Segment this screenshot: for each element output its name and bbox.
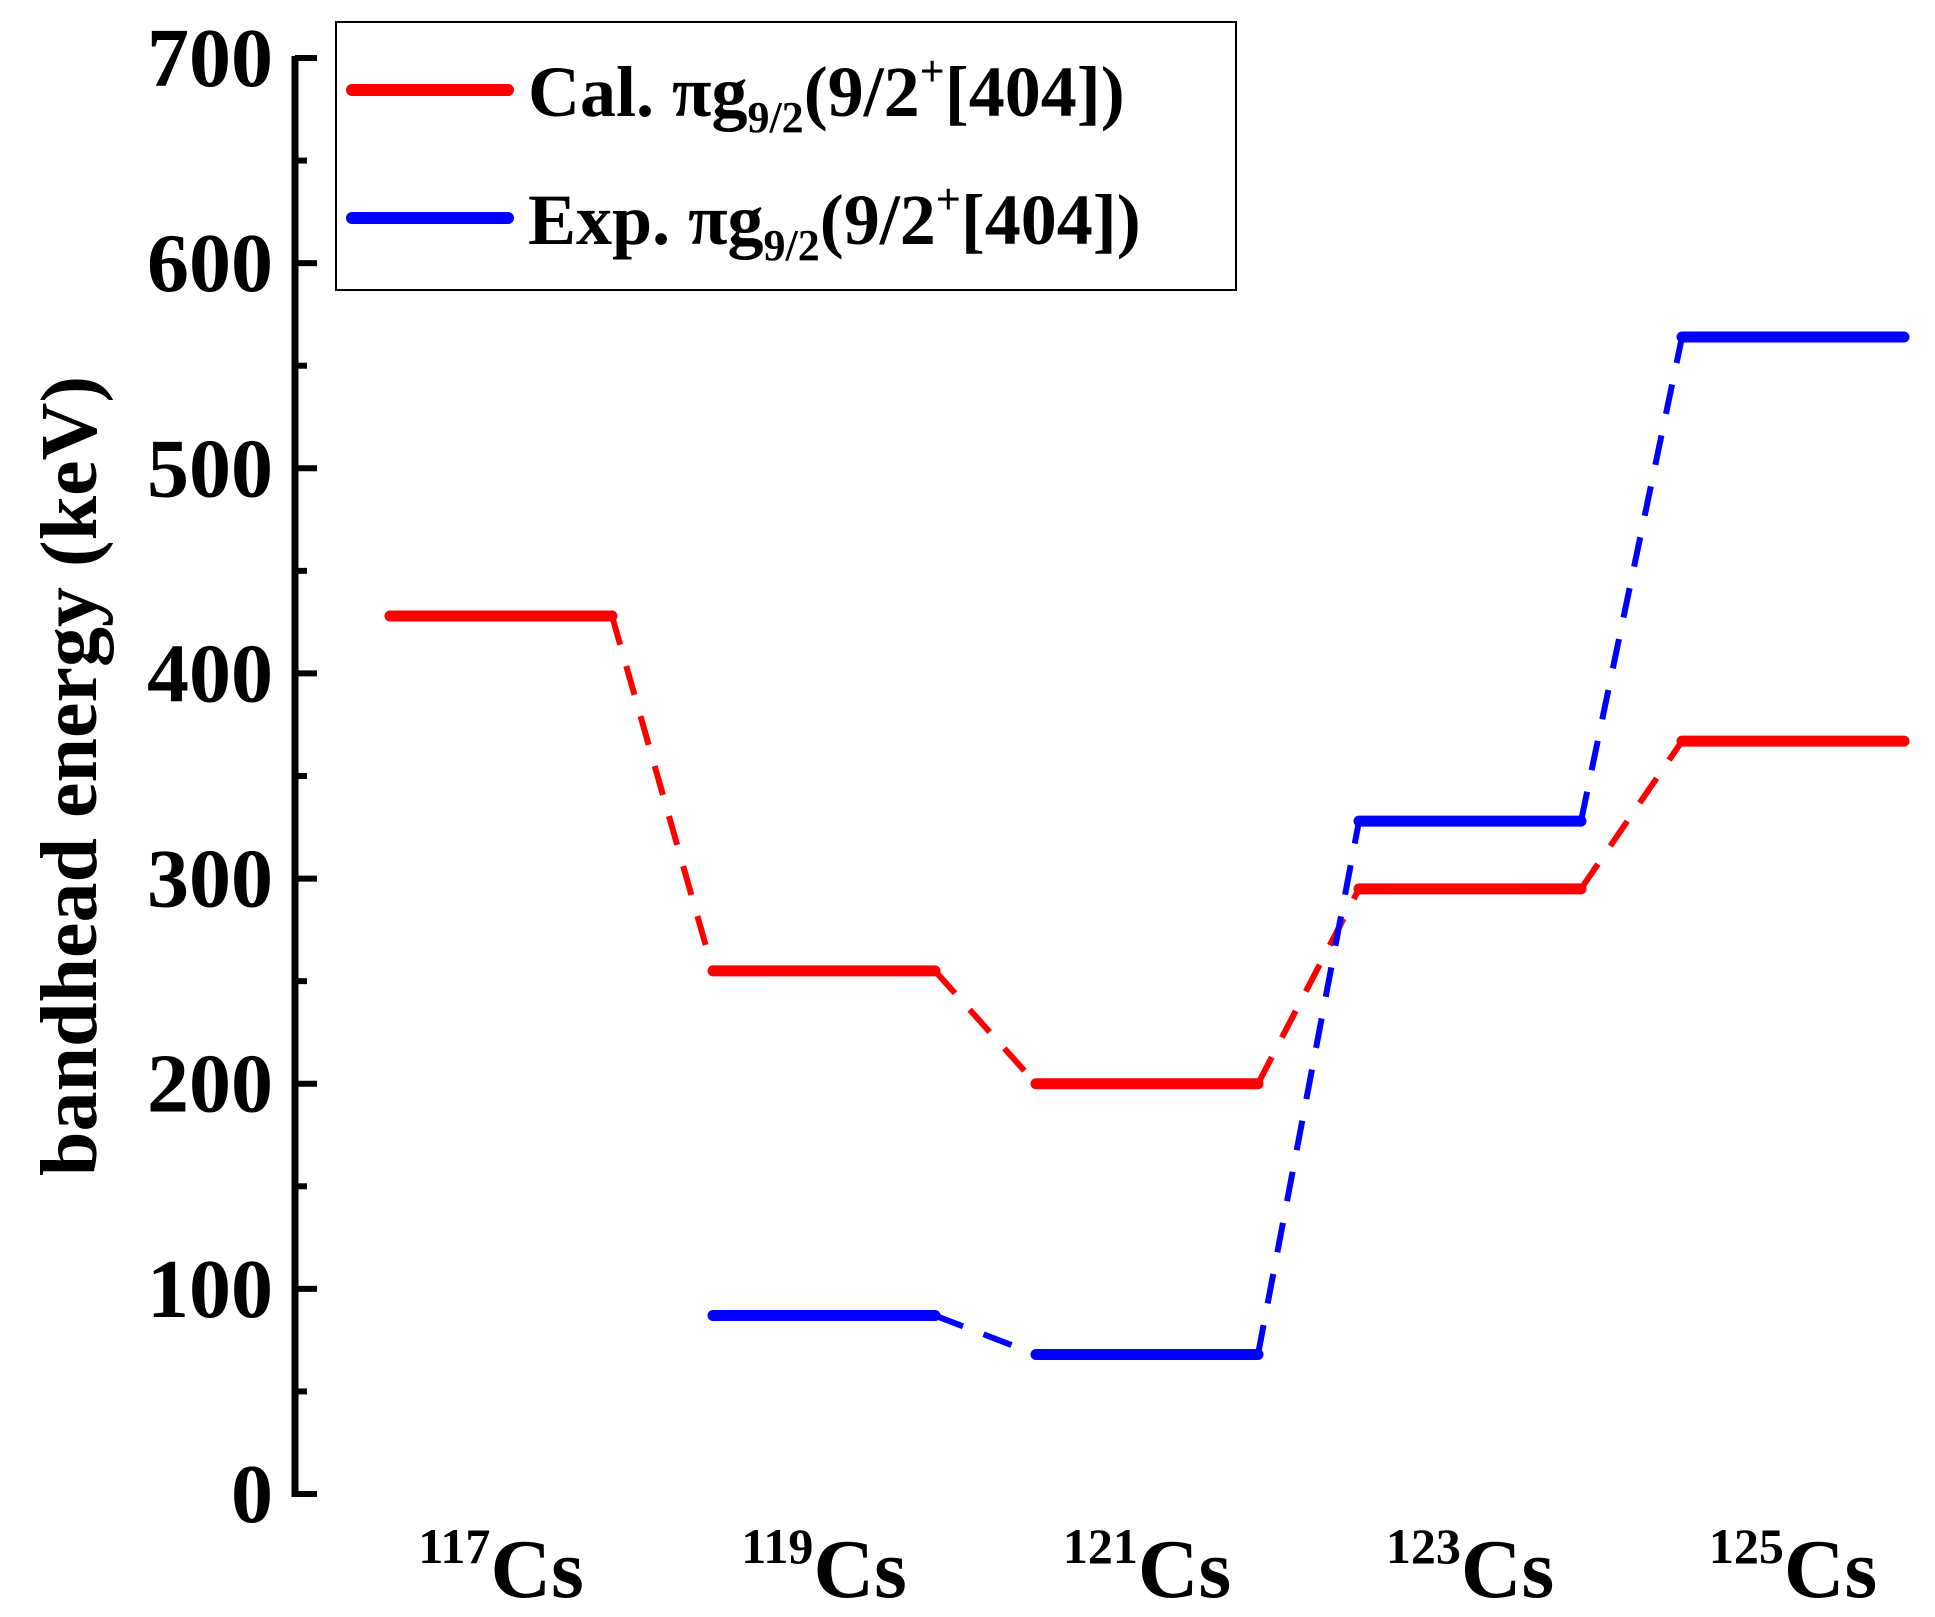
- connector-line: [1255, 887, 1362, 1086]
- x-category-label: 119Cs: [741, 1518, 907, 1616]
- x-category-label: 123Cs: [1386, 1518, 1554, 1616]
- mass-number: 119: [741, 1518, 813, 1574]
- element-symbol: Cs: [1461, 1523, 1554, 1616]
- y-tick-label: 700: [147, 12, 273, 105]
- mass-number: 123: [1386, 1518, 1461, 1574]
- x-category-label: 117Cs: [418, 1518, 584, 1616]
- legend-label-superscript: +: [936, 175, 961, 224]
- legend-label-prefix: Cal. πg: [528, 52, 747, 132]
- y-tick-label: 500: [147, 422, 273, 515]
- y-tick-label: 0: [231, 1448, 273, 1541]
- mass-number: 121: [1063, 1518, 1138, 1574]
- legend-label-prefix: Exp. πg: [528, 180, 764, 260]
- element-symbol: Cs: [490, 1523, 583, 1616]
- series-0: [384, 610, 1910, 1090]
- element-symbol: Cs: [813, 1523, 906, 1616]
- connector-line: [933, 1312, 1038, 1358]
- labels: bandhead energy (keV)117Cs 119Cs 121Cs 123C…: [26, 376, 1877, 1616]
- element-symbol: Cs: [1784, 1523, 1877, 1616]
- series-1: [707, 331, 1910, 1361]
- legend-box: [335, 21, 1237, 291]
- y-axis-title: bandhead energy (keV): [26, 376, 114, 1176]
- connector-line: [932, 968, 1039, 1086]
- y-tick-label: 600: [147, 217, 273, 310]
- x-category-label: 121Cs: [1063, 1518, 1231, 1616]
- connector-line: [609, 615, 716, 972]
- connector-line: [1578, 739, 1685, 891]
- x-category-label: 125Cs: [1709, 1518, 1877, 1616]
- y-tick-label: 400: [147, 627, 273, 720]
- legend-label-suffix: [404]): [961, 180, 1141, 260]
- y-tick-label: 200: [147, 1038, 273, 1131]
- legend-label-subscript: 9/2: [747, 93, 803, 142]
- legend-label-superscript: +: [920, 47, 945, 96]
- legend-label-mid: (9/2: [820, 180, 936, 260]
- legend-label: Exp. πg9/2(9/2+[404]): [528, 175, 1141, 270]
- connector-line: [1578, 336, 1685, 822]
- legend-label: Cal. πg9/2(9/2+[404]): [528, 47, 1125, 142]
- legend-label-subscript: 9/2: [764, 221, 820, 270]
- series-layer: [384, 331, 1910, 1361]
- y-tick-label: 100: [147, 1243, 273, 1336]
- mass-number: 117: [418, 1518, 490, 1574]
- legend-label-mid: (9/2: [804, 52, 920, 132]
- legend: Cal. πg9/2(9/2+[404])Exp. πg9/2(9/2+[404…: [335, 21, 1237, 291]
- legend-label-suffix: [404]): [945, 52, 1125, 132]
- axes: 0 100 200 300 400 500 600 700: [147, 12, 317, 1541]
- connector-line: [1255, 820, 1362, 1356]
- y-tick-label: 300: [147, 833, 273, 926]
- mass-number: 125: [1709, 1518, 1784, 1574]
- element-symbol: Cs: [1138, 1523, 1231, 1616]
